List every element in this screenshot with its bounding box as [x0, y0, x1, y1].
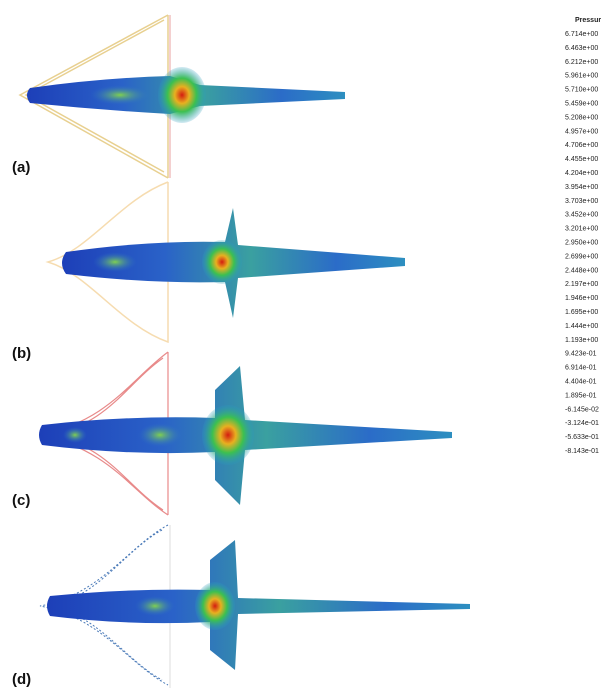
legend-label: -8.143e-01	[565, 448, 599, 455]
legend-label: 1.895e-01	[565, 392, 597, 399]
panel-label: (c)	[12, 492, 30, 509]
legend-label: 3.954e+00	[565, 184, 598, 191]
legend-label: 6.914e-01	[565, 365, 597, 372]
legend-label: 4.706e+00	[565, 142, 598, 149]
legend-title: Pressur	[575, 17, 601, 24]
legend-label: 3.201e+00	[565, 226, 598, 233]
legend: 6.714e+00 6.463e+00 6.212e+00 5.961e+00 5.71…	[565, 31, 599, 455]
legend-label: 1.695e+00	[565, 309, 598, 316]
figure: (a) (b) (c) (d) Pressur 6.714e+00 6.463e+…	[0, 0, 609, 688]
panel-label: (a)	[12, 159, 30, 176]
legend-label: 5.208e+00	[565, 114, 598, 121]
legend-label: 5.459e+00	[565, 101, 598, 108]
legend-label: 6.463e+00	[565, 45, 598, 52]
panel-a: (a)	[12, 15, 345, 178]
legend-label: 6.714e+00	[565, 31, 598, 38]
legend-label: -3.124e-01	[565, 420, 599, 427]
legend-label: -6.145e-02	[565, 406, 599, 413]
panel-label: (d)	[12, 671, 31, 688]
legend-label: 2.699e+00	[565, 253, 598, 260]
legend-label: 4.957e+00	[565, 128, 598, 135]
panel-label: (b)	[12, 345, 31, 362]
legend-label: 2.950e+00	[565, 240, 598, 247]
legend-label: 6.212e+00	[565, 59, 598, 66]
legend-label: 9.423e-01	[565, 351, 597, 358]
legend-label: 5.710e+00	[565, 87, 598, 94]
legend-label: 3.703e+00	[565, 198, 598, 205]
legend-label: 2.197e+00	[565, 281, 598, 288]
legend-label: 3.452e+00	[565, 212, 598, 219]
legend-label: 4.404e-01	[565, 379, 597, 386]
panel-b: (b)	[12, 182, 405, 362]
legend-label: -5.633e-01	[565, 434, 599, 441]
panel-d: (d)	[12, 525, 470, 688]
legend-label: 1.444e+00	[565, 323, 598, 330]
panel-c: (c)	[12, 352, 452, 515]
legend-label: 1.946e+00	[565, 295, 598, 302]
legend-label: 2.448e+00	[565, 267, 598, 274]
legend-label: 5.961e+00	[565, 73, 598, 80]
legend-label: 1.193e+00	[565, 337, 598, 344]
legend-label: 4.204e+00	[565, 170, 598, 177]
legend-label: 4.455e+00	[565, 156, 598, 163]
